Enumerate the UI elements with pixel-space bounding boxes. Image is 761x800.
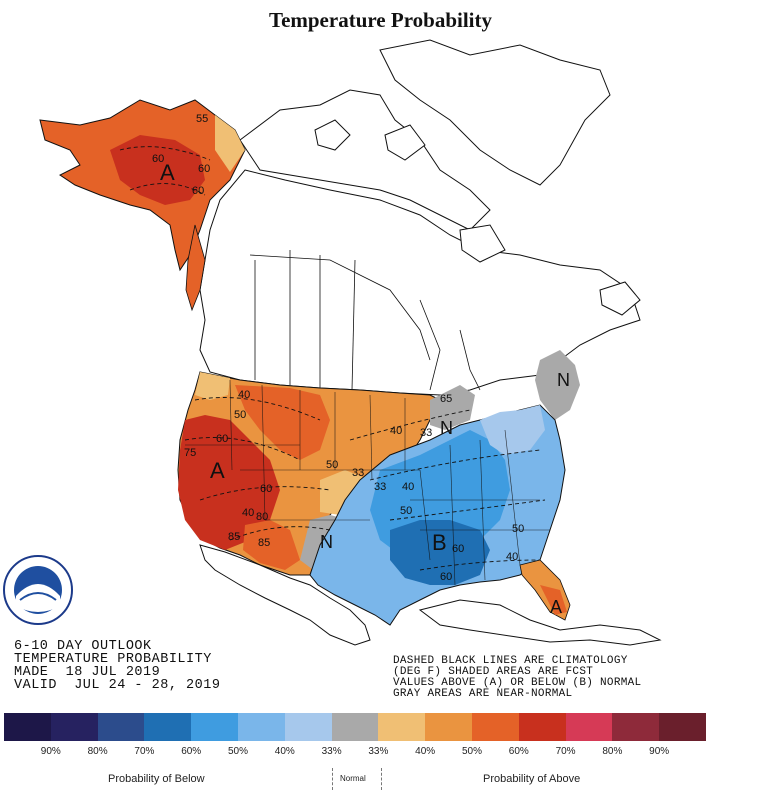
contour-label: 40 (390, 425, 402, 437)
legend-below-label: Probability of Below (108, 773, 205, 785)
florida-above-label: A (550, 597, 562, 617)
legend-normal-label: Normal (340, 774, 366, 783)
climatology-lines (119, 146, 546, 571)
legend-swatch (565, 713, 613, 741)
legend-swatch (659, 713, 706, 741)
legend-swatch (471, 713, 519, 741)
contour-label: 40 (506, 551, 518, 563)
contour-label: 60 (260, 483, 272, 495)
note-line: GRAY AREAS ARE NEAR-NORMAL (393, 688, 573, 700)
legend-tick-label: 70% (134, 746, 155, 757)
map-notes: DASHED BLACK LINES ARE CLIMATOLOGY (DEG … (393, 656, 641, 700)
contour-label: 50 (234, 409, 246, 421)
contour-label: 50 (512, 523, 524, 535)
legend-tick-label: 70% (555, 746, 576, 757)
legend-swatch (144, 713, 192, 741)
legend-swatch (191, 713, 238, 741)
province-lines (249, 250, 481, 391)
legend-swatch (425, 713, 472, 741)
contour-label: 33 (374, 481, 386, 493)
legend-tick-label: 50% (461, 746, 482, 757)
contour-label: 60 (198, 163, 210, 175)
outlook-line: VALID JUL 24 - 28, 2019 (14, 678, 221, 693)
legend-swatch (378, 713, 426, 741)
legend-tick-label: 80% (602, 746, 623, 757)
legend-tick-label: 60% (508, 746, 529, 757)
legend-tick-label: 40% (415, 746, 436, 757)
legend-tick-label: 60% (181, 746, 202, 757)
region-letters: A A B A N N N (160, 160, 570, 617)
new-england-normal-label: N (557, 370, 570, 390)
outlook-line: MADE 18 JUL 2019 (14, 665, 161, 680)
legend-swatch (50, 713, 98, 741)
legend-swatch (4, 713, 51, 741)
outlook-map: A A B A N N N 55 60 60 60 40 50 60 75 60… (3, 39, 662, 646)
note-line: DASHED BLACK LINES ARE CLIMATOLOGY (393, 655, 628, 667)
note-line: (DEG F) SHADED AREAS ARE FCST (393, 666, 594, 678)
contour-label: 60 (152, 153, 164, 165)
contour-label: 60 (440, 571, 452, 583)
legend-swatch (331, 713, 379, 741)
legend-swatch (518, 713, 566, 741)
outlook-info: 6-10 DAY OUTLOOK TEMPERATURE PROBABILITY… (14, 639, 221, 693)
normal-bracket (332, 768, 382, 790)
contour-label: 75 (184, 447, 196, 459)
contour-label: 50 (326, 459, 338, 471)
legend-tick-label: 33% (321, 746, 342, 757)
contour-label: 85 (258, 537, 270, 549)
contour-label: 50 (400, 505, 412, 517)
contour-label: 60 (452, 543, 464, 555)
canada-greenland-outline (199, 39, 641, 396)
conus-regions (177, 350, 580, 626)
outlook-line: 6-10 DAY OUTLOOK (14, 639, 152, 654)
contour-label: 60 (216, 433, 228, 445)
legend-ticks: 90% 80% 70% 60% 50% 40% 33% 33% 40% 50% 60% 70% 80% 9… (4, 746, 706, 757)
contour-label: 85 (228, 531, 240, 543)
legend-swatch (612, 713, 660, 741)
map-title: Temperature Probability (268, 8, 493, 32)
contour-label: 40 (242, 507, 254, 519)
legend-tick-label: 90% (649, 746, 670, 757)
contour-label: 33 (352, 467, 364, 479)
outlook-line: TEMPERATURE PROBABILITY (14, 652, 212, 667)
southeast-below-label: B (432, 530, 447, 555)
contour-values: 55 60 60 60 40 50 60 75 60 80 85 85 40 5… (152, 113, 524, 583)
legend-tick-label: 50% (227, 746, 248, 757)
contour-label: 80 (256, 511, 268, 523)
legend-color-bar (4, 713, 706, 741)
mexico-outline (199, 544, 662, 646)
legend-tick-label: 40% (274, 746, 295, 757)
contour-label: 65 (440, 393, 452, 405)
legend-tick-label: 80% (87, 746, 108, 757)
noaa-logo (3, 555, 73, 625)
legend-above-label: Probability of Above (483, 773, 581, 785)
legend-tick-label: 33% (368, 746, 389, 757)
alaska-region (39, 99, 246, 312)
contour-label: 55 (196, 113, 208, 125)
note-line: VALUES ABOVE (A) OR BELOW (B) NORMAL (393, 677, 642, 689)
west-above-label: A (210, 458, 225, 483)
contour-label: 40 (238, 389, 250, 401)
great-lakes-normal-label: N (440, 418, 453, 438)
contour-label: 40 (402, 481, 414, 493)
alaska-above-label: A (160, 160, 175, 185)
texas-normal-label: N (320, 532, 333, 552)
legend-tick-label: 90% (40, 746, 61, 757)
legend-swatch (97, 713, 145, 741)
contour-label: 60 (192, 185, 204, 197)
state-lines (185, 379, 550, 586)
legend-swatch (237, 713, 285, 741)
legend-swatch (284, 713, 332, 741)
contour-label: 33 (420, 427, 432, 439)
